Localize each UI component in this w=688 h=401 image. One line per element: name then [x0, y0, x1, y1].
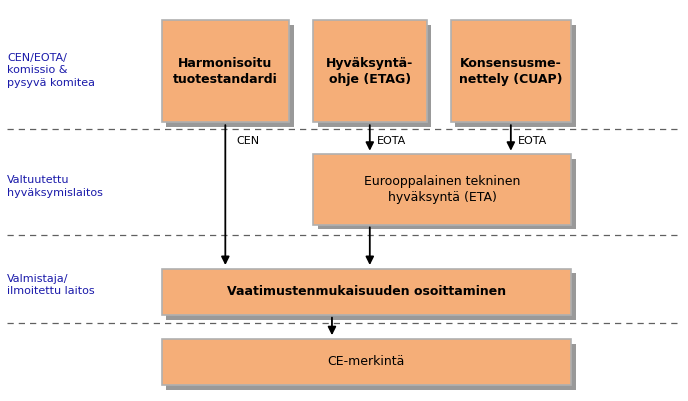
Text: CE-merkintä: CE-merkintä [327, 355, 405, 369]
Bar [166, 344, 576, 390]
Text: Eurooppalainen tekninen
hyväksyntä (ETA): Eurooppalainen tekninen hyväksyntä (ETA) [364, 175, 520, 204]
Text: Vaatimustenmukaisuuden osoittaminen: Vaatimustenmukaisuuden osoittaminen [227, 285, 506, 298]
Bar [162, 339, 571, 385]
Bar [455, 25, 576, 127]
Bar [318, 25, 431, 127]
Text: CEN: CEN [236, 136, 259, 146]
Bar [451, 20, 571, 122]
Bar [166, 25, 294, 127]
Text: Valtuutettu
hyväksymislaitos: Valtuutettu hyväksymislaitos [7, 175, 103, 198]
Text: Konsensusme-
nettely (CUAP): Konsensusme- nettely (CUAP) [459, 57, 563, 86]
Text: Valmistaja/
ilmoitettu laitos: Valmistaja/ ilmoitettu laitos [7, 273, 94, 296]
Bar [318, 159, 576, 229]
Text: Harmonisoitu
tuotestandardi: Harmonisoitu tuotestandardi [173, 57, 278, 86]
Bar [313, 154, 571, 225]
Text: EOTA: EOTA [377, 136, 407, 146]
Text: Hyväksyntä-
ohje (ETAG): Hyväksyntä- ohje (ETAG) [326, 57, 413, 86]
Bar [162, 269, 571, 315]
Text: CEN/EOTA/
komissio &
pysyvä komitea: CEN/EOTA/ komissio & pysyvä komitea [7, 53, 95, 87]
Bar [313, 20, 427, 122]
Bar [162, 20, 289, 122]
Text: EOTA: EOTA [517, 136, 547, 146]
Bar [166, 273, 576, 320]
